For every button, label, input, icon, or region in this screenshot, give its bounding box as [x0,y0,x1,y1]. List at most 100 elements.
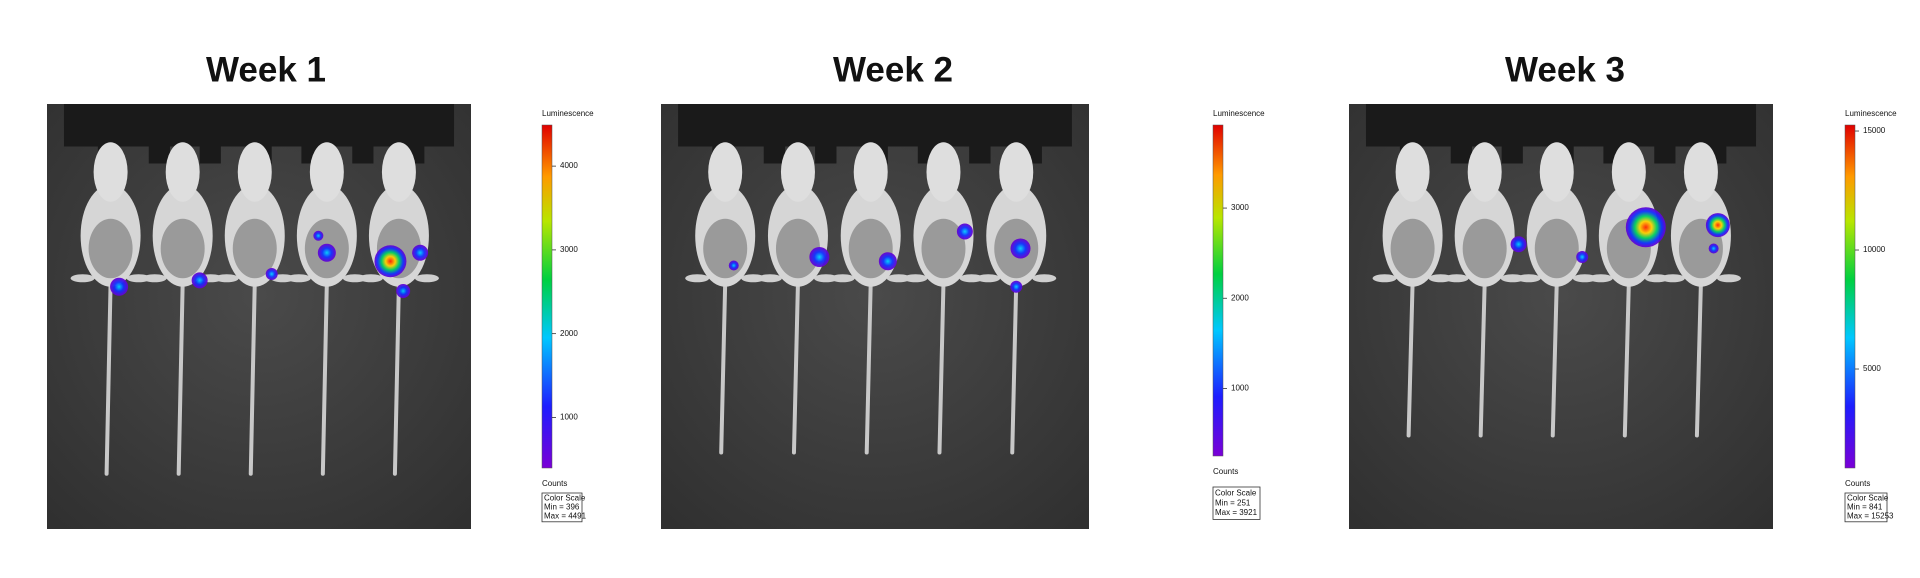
mouse-head [93,142,128,202]
holder-slot [1501,146,1523,164]
mouse-leg [70,274,95,283]
luminescence-spot [1510,236,1527,253]
colorbar-tick-label: 2000 [560,329,578,338]
luminescence-spot [728,260,739,271]
mouse-abdomen [160,218,205,279]
color-scale-max: Max = 4491 [544,511,587,520]
color-scale-box [541,492,583,523]
mouse-leg [1032,274,1057,283]
mouse-head [926,142,961,202]
mouse-head [1683,142,1718,202]
color-scale-min: Min = 251 [1215,498,1251,507]
luminescence-spot [1705,213,1730,238]
mouse-tail [1478,280,1487,438]
luminescence-spot [317,243,336,262]
mouse-leg [1660,274,1685,283]
mouse-tail [104,280,113,476]
panel-title: Week 1 [206,50,326,89]
colorbar-tick-label: 5000 [1863,364,1881,373]
mouse-tail [176,280,185,476]
panel-title: Week 2 [833,50,953,89]
mouse-leg [886,274,911,283]
mouse-abdomen [1534,218,1579,279]
mouse-head [309,142,344,202]
mouse-tail [1622,280,1631,438]
colorbar-tick-label: 1000 [560,413,578,422]
color-scale-min: Min = 841 [1847,503,1883,512]
mouse-tail [791,280,800,455]
holder-slot [199,146,221,164]
mouse-leg [1716,274,1741,283]
mouse-head [165,142,200,202]
colorbar-label: Luminescence [542,109,594,118]
holder-plate [1365,104,1757,147]
mouse-abdomen [232,218,277,279]
colorbar [1844,124,1856,469]
mouse-abdomen [703,218,748,279]
colorbar-units: Counts [542,479,567,488]
colorbar-tick-label: 3000 [560,245,578,254]
colorbar [541,124,553,469]
mouse-abdomen [1390,218,1435,279]
colorbar-tick-label: 15000 [1863,126,1886,135]
luminescence-spot [809,247,830,267]
mouse-leg [830,274,855,283]
color-scale-max: Max = 15253 [1847,511,1894,520]
mouse-tail [864,280,873,455]
color-scale-box [1212,486,1261,520]
colorbar-tick-label: 2000 [1231,293,1249,302]
holder-slot [1654,146,1676,164]
colorbar-units: Counts [1213,467,1238,476]
mouse-tail [1550,280,1559,438]
holder-slot [148,146,170,164]
luminescence-spot [1576,251,1589,263]
luminescence-spot [374,245,407,278]
mouse-tail [248,280,257,476]
mouse-head [1539,142,1574,202]
mouse-abdomen [88,218,133,279]
mouse-tail [1406,280,1415,438]
holder-slot [763,146,786,164]
colorbar-units: Counts [1845,479,1870,488]
mouse-leg [358,274,383,283]
mouse-leg [685,274,710,283]
luminescence-spot [878,252,897,271]
mouse-head [1467,142,1502,202]
mouse-leg [959,274,984,283]
colorbar-label: Luminescence [1845,109,1897,118]
mouse-tail [1010,280,1019,455]
luminescence-spot [1010,238,1031,259]
mouse-leg [976,274,1001,283]
color-scale-min: Min = 396 [544,503,580,512]
luminescence-spot [1010,280,1023,293]
mouse-head [853,142,888,202]
mouse-leg [286,274,311,283]
mouse-leg [1588,274,1613,283]
holder-slot [815,146,837,164]
mouse-abdomen [775,218,820,279]
colorbar-tick-label: 10000 [1863,245,1886,254]
luminescence-spot [191,272,208,289]
luminescence-spot [1625,207,1666,248]
mouse-abdomen [1462,218,1507,279]
holder-slot [969,146,991,164]
luminescence-spot [396,284,411,298]
mouse-leg [903,274,928,283]
colorbar-label: Luminescence [1213,109,1265,118]
color-scale-title: Color Scale [1215,488,1257,497]
luminescence-spot [412,244,429,261]
mouse-leg [1516,274,1541,283]
holder-slot [352,146,374,164]
holder-slot [1450,146,1472,164]
luminescence-spot [313,230,324,241]
color-scale-box [1844,492,1888,523]
mouse-head [1611,142,1646,202]
holder-plate [678,104,1072,147]
colorbar-tick-label: 1000 [1231,384,1249,393]
mouse-head [780,142,815,202]
mouse-leg [414,274,439,283]
mouse-tail [1694,280,1703,438]
holder-plate [63,104,455,147]
